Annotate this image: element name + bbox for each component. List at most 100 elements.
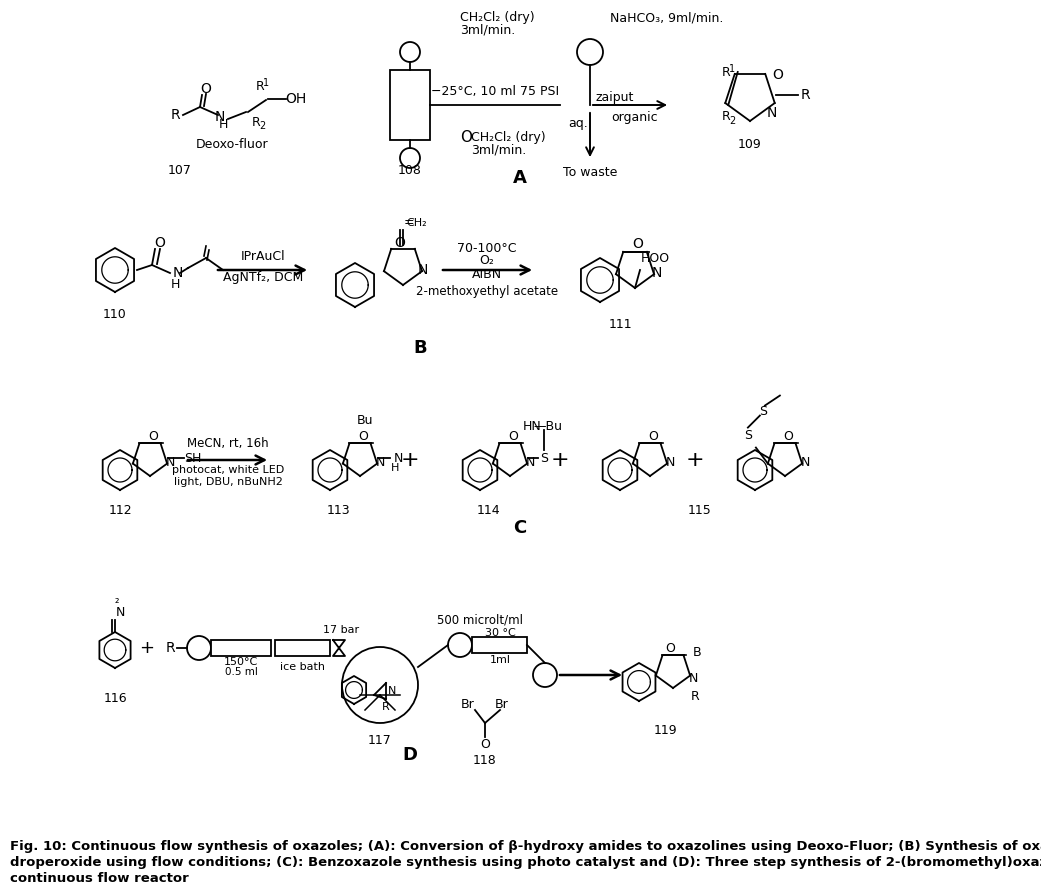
- Text: B: B: [413, 339, 427, 357]
- Bar: [390, 70, 430, 140]
- Bar: [275, 640, 330, 656]
- Text: O: O: [460, 130, 472, 145]
- Text: R: R: [721, 110, 731, 124]
- Text: 108: 108: [398, 164, 422, 176]
- Text: 0.5 ml: 0.5 ml: [225, 667, 257, 677]
- Text: B: B: [692, 645, 702, 658]
- Text: 117: 117: [369, 733, 391, 747]
- Text: O: O: [649, 430, 658, 444]
- Text: N: N: [665, 456, 675, 470]
- Text: N: N: [376, 456, 385, 470]
- Text: A: A: [513, 169, 527, 187]
- Text: IPrAuCl: IPrAuCl: [240, 249, 285, 263]
- Text: 1ml: 1ml: [489, 655, 510, 665]
- Text: D: D: [403, 746, 417, 764]
- Text: MeCN, rt, 16h: MeCN, rt, 16h: [187, 437, 269, 451]
- Text: 119: 119: [653, 723, 677, 737]
- Text: O: O: [154, 236, 166, 250]
- Text: Br: Br: [496, 699, 509, 712]
- Text: 116: 116: [103, 691, 127, 705]
- Text: R: R: [801, 88, 810, 102]
- Text: AIBN: AIBN: [472, 268, 502, 282]
- Text: 17 bar: 17 bar: [323, 625, 359, 635]
- Text: droperoxide using flow conditions; (C): Benzoxazole synthesis using photo cataly: droperoxide using flow conditions; (C): …: [10, 856, 1041, 869]
- Text: SH: SH: [184, 452, 202, 464]
- Text: R: R: [252, 116, 260, 128]
- Text: light, DBU, nBuNH2: light, DBU, nBuNH2: [174, 477, 282, 487]
- Text: N: N: [801, 456, 810, 470]
- Text: H: H: [390, 463, 399, 473]
- Text: aq.: aq.: [568, 117, 588, 129]
- Text: 1: 1: [263, 78, 269, 88]
- Text: N: N: [652, 266, 662, 280]
- Text: 112: 112: [108, 503, 132, 517]
- Text: AgNTf₂, DCM: AgNTf₂, DCM: [223, 272, 303, 284]
- Text: N: N: [388, 686, 397, 696]
- Text: S: S: [744, 429, 752, 442]
- Text: C: C: [513, 519, 527, 537]
- Text: 3ml/min.: 3ml/min.: [471, 143, 527, 157]
- Text: 2: 2: [729, 116, 735, 126]
- Text: N: N: [166, 456, 175, 470]
- Text: 113: 113: [326, 503, 350, 517]
- Bar: [211, 640, 271, 656]
- Text: 115: 115: [688, 503, 712, 517]
- Text: HOO: HOO: [640, 251, 669, 265]
- Text: 150°C: 150°C: [224, 657, 258, 667]
- Text: O: O: [201, 82, 211, 96]
- Text: −25°C, 10 ml 75 PSI: −25°C, 10 ml 75 PSI: [431, 85, 559, 97]
- Text: 2-methoxyethyl acetate: 2-methoxyethyl acetate: [416, 285, 558, 298]
- Text: H: H: [171, 277, 180, 290]
- Text: photocat, white LED: photocat, white LED: [172, 465, 284, 475]
- Text: N: N: [526, 456, 535, 470]
- Text: 30 °C: 30 °C: [485, 628, 515, 638]
- Text: O: O: [395, 236, 405, 250]
- Text: OH: OH: [285, 92, 307, 106]
- Text: zaiput: zaiput: [595, 91, 633, 103]
- Text: 3ml/min.: 3ml/min.: [460, 23, 515, 37]
- Text: 500 microlt/ml: 500 microlt/ml: [437, 614, 523, 626]
- Text: +: +: [686, 450, 705, 470]
- Text: R: R: [170, 108, 180, 122]
- Text: continuous flow reactor: continuous flow reactor: [10, 872, 188, 885]
- Text: R: R: [690, 690, 700, 702]
- Text: O: O: [665, 642, 675, 655]
- Text: NaHCO₃, 9ml/min.: NaHCO₃, 9ml/min.: [610, 12, 723, 24]
- Text: ice bath: ice bath: [279, 662, 325, 672]
- Text: O: O: [480, 739, 490, 751]
- Text: 70-100°C: 70-100°C: [457, 241, 516, 255]
- Text: N: N: [173, 266, 183, 280]
- Text: O₂: O₂: [480, 255, 494, 267]
- Text: 110: 110: [103, 308, 127, 322]
- Text: HN: HN: [523, 420, 541, 432]
- Text: H: H: [219, 119, 228, 132]
- Text: Deoxo-fluor: Deoxo-fluor: [196, 138, 269, 151]
- Text: S: S: [540, 452, 548, 464]
- Text: S: S: [759, 405, 767, 418]
- Text: 107: 107: [168, 164, 192, 176]
- Text: O: O: [508, 430, 518, 444]
- Text: ₂: ₂: [115, 595, 120, 605]
- Text: R: R: [256, 80, 264, 94]
- Text: 114: 114: [476, 503, 500, 517]
- Text: O: O: [783, 430, 793, 444]
- Text: Fig. 10: Continuous flow synthesis of oxazoles; (A): Conversion of β-hydroxy ami: Fig. 10: Continuous flow synthesis of ox…: [10, 840, 1041, 853]
- Text: O: O: [772, 68, 784, 82]
- Text: 111: 111: [608, 318, 632, 331]
- Text: O: O: [358, 430, 367, 444]
- Text: O: O: [148, 430, 158, 444]
- Text: R: R: [382, 702, 390, 712]
- Text: N: N: [393, 452, 403, 464]
- Text: —Bu: —Bu: [533, 420, 562, 432]
- Text: organic: organic: [612, 110, 658, 124]
- Bar: [472, 637, 527, 653]
- Text: 1: 1: [729, 64, 735, 74]
- Text: +: +: [551, 450, 569, 470]
- Text: R: R: [721, 67, 731, 79]
- Text: 109: 109: [738, 138, 762, 151]
- Text: N: N: [214, 110, 225, 124]
- Text: Br: Br: [461, 699, 475, 712]
- Text: O: O: [633, 237, 643, 251]
- Text: =: =: [404, 217, 414, 230]
- Text: Bu: Bu: [357, 413, 374, 427]
